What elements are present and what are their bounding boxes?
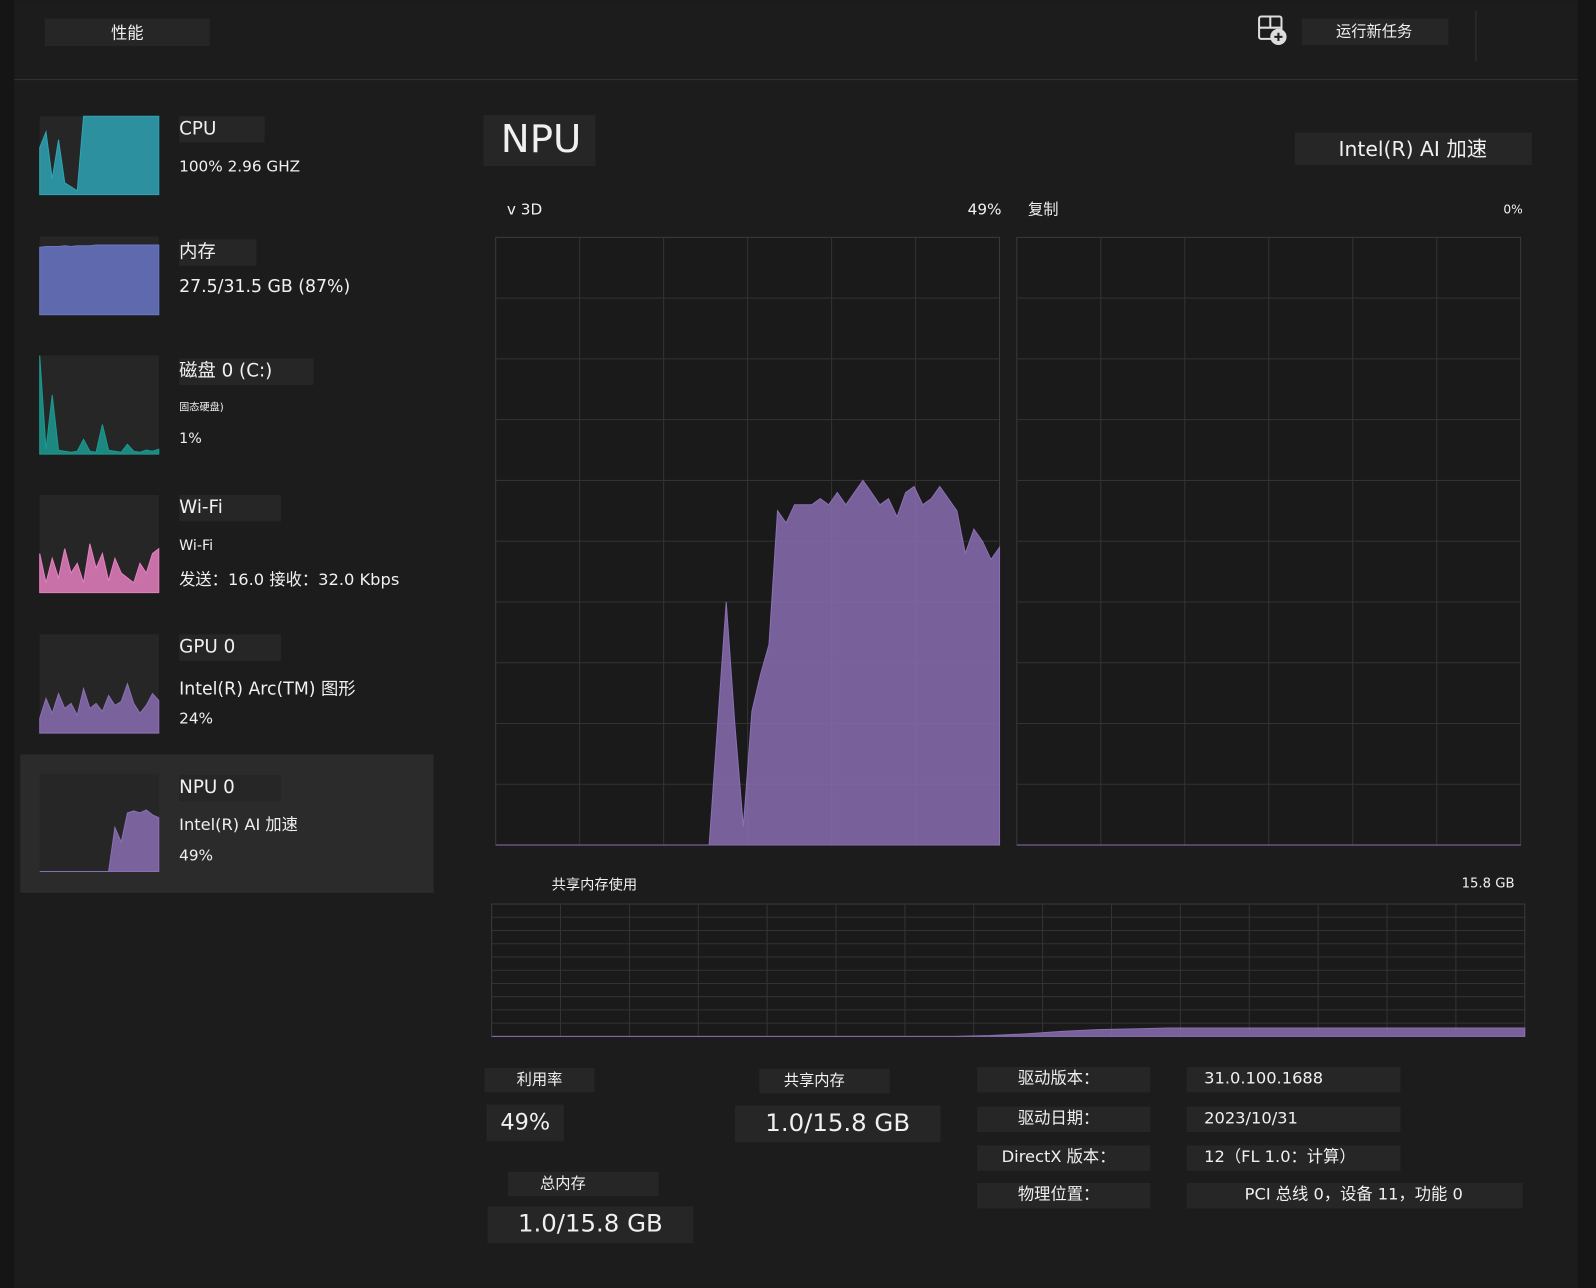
graph-label: v 3D (507, 200, 542, 218)
thumbnail-graph (39, 355, 160, 455)
device-box (1294, 132, 1532, 166)
run-task-button[interactable] (1301, 18, 1449, 45)
item-detail: 49% (179, 847, 213, 865)
item-detail: 100% 2.96 GHZ (179, 158, 300, 176)
stat-label-box (507, 1171, 659, 1197)
device-name: Intel(R) AI 加速 (1338, 137, 1487, 161)
property-label: DirectX 版本： (1002, 1147, 1116, 1166)
name-box (179, 358, 314, 385)
shared-memory-graph (491, 1027, 1526, 1037)
item-detail: Wi-Fi (179, 538, 213, 554)
property-value-box (1186, 1145, 1401, 1171)
thumbnail-graph (39, 682, 160, 734)
stat-label-box (759, 1068, 890, 1094)
stat-value-box (487, 1206, 694, 1244)
thumbnail-graph (39, 244, 160, 316)
stat-label: 共享内存 (784, 1072, 845, 1090)
item-name[interactable]: 磁盘 0 (C:) (179, 361, 272, 382)
property-value: 31.0.100.1688 (1204, 1069, 1323, 1088)
thumbnail-graph (39, 543, 160, 594)
item-detail: Intel(R) AI 加速 (179, 815, 298, 834)
item-detail: Intel(R) Arc(TM) 图形 (179, 679, 355, 699)
run-task-label[interactable]: 运行新任务 (1336, 22, 1412, 40)
detail-title: NPU (501, 117, 582, 162)
item-detail: 24% (179, 709, 213, 727)
item-detail: 发送：16.0 接收：32.0 Kbps (179, 570, 399, 589)
name-box (179, 116, 265, 143)
property-value-box (1186, 1182, 1523, 1209)
stat-value: 1.0/15.8 GB (765, 1108, 910, 1137)
property-value: PCI 总线 0，设备 11，功能 0 (1245, 1185, 1463, 1204)
property-label-box (977, 1066, 1151, 1093)
item-name[interactable]: NPU 0 (179, 777, 235, 798)
title-box (44, 18, 210, 47)
item-name[interactable]: CPU (179, 118, 216, 139)
property-value-box (1186, 1066, 1401, 1093)
new-task-icon[interactable] (1258, 15, 1287, 45)
item-name[interactable]: GPU 0 (179, 637, 235, 658)
stat-value-box (486, 1104, 564, 1142)
graph-label: 复制 (1028, 200, 1059, 218)
name-box (179, 774, 281, 802)
stat-label-box (484, 1067, 595, 1093)
page-title: 性能 (111, 23, 144, 42)
thumbnail-graph (39, 115, 160, 196)
shared-memory-label: 共享内存使用 (552, 877, 638, 894)
shared-memory-max: 15.8 GB (1462, 877, 1515, 892)
stat-label: 总内存 (540, 1174, 586, 1192)
name-box (179, 494, 281, 522)
stat-label: 利用率 (517, 1071, 563, 1089)
stat-value-box (734, 1105, 941, 1143)
property-value: 12（FL 1.0：计算） (1204, 1147, 1355, 1166)
name-box (179, 239, 257, 266)
property-label: 物理位置： (1018, 1185, 1099, 1204)
property-label-box (977, 1106, 1151, 1133)
property-label: 驱动版本： (1018, 1069, 1099, 1088)
graph-value: 0% (1503, 202, 1522, 216)
thumbnail-graph (39, 809, 160, 872)
stat-value: 49% (500, 1109, 550, 1135)
utilization-graph (495, 479, 1001, 846)
item-name[interactable]: 内存 (179, 242, 216, 263)
name-box (179, 634, 281, 661)
item-detail: 固态硬盘) (179, 400, 224, 413)
detail-title-box (483, 115, 596, 167)
property-label: 驱动日期： (1018, 1108, 1099, 1127)
graph-value: 49% (968, 200, 1002, 218)
item-name[interactable]: Wi-Fi (179, 497, 223, 518)
stat-value: 1.0/15.8 GB (518, 1209, 663, 1238)
property-label-box (977, 1145, 1151, 1171)
property-value: 2023/10/31 (1204, 1108, 1298, 1127)
property-value-box (1186, 1106, 1401, 1133)
property-label-box (977, 1182, 1151, 1209)
item-detail: 27.5/31.5 GB (87%) (179, 277, 350, 297)
item-detail: 1% (179, 431, 202, 447)
